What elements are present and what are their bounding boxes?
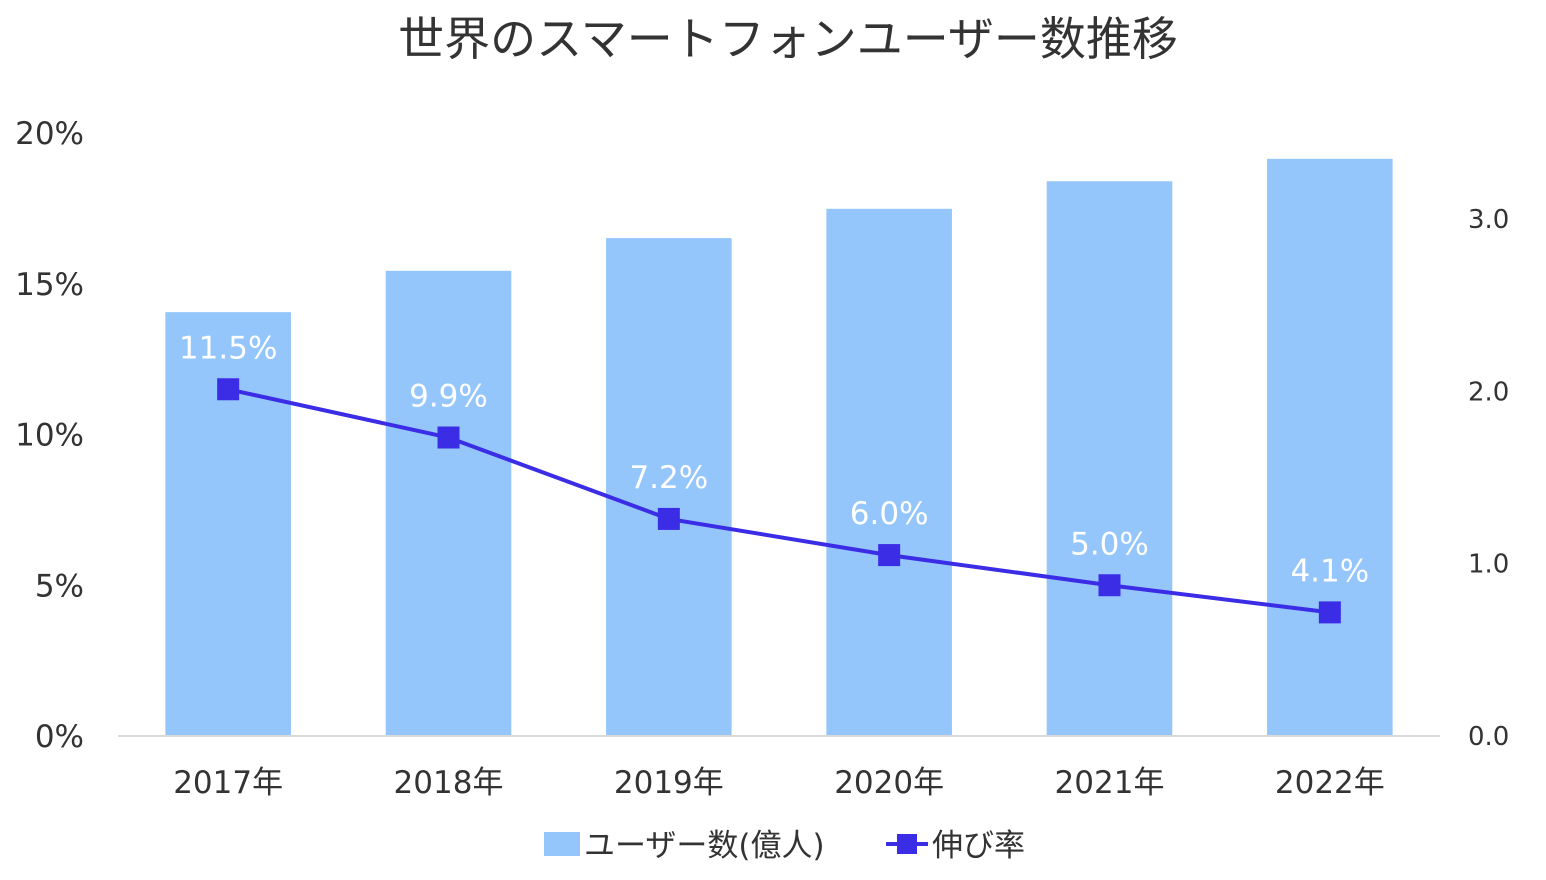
data-label: 4.1%	[1290, 553, 1369, 589]
x-tick-label: 2021年	[1055, 765, 1165, 801]
x-tick-label: 2020年	[834, 765, 944, 801]
left-axis-ticks: 0% 5% 10% 15% 20%	[15, 116, 84, 755]
legend-label-line: 伸び率	[932, 828, 1025, 864]
right-tick-label: 0.0	[1468, 722, 1509, 752]
x-tick-label: 2018年	[394, 765, 504, 801]
right-tick-label: 3.0	[1468, 205, 1509, 235]
line-marker	[217, 378, 240, 401]
growth-line	[227, 387, 1331, 615]
line-marker	[1098, 574, 1121, 597]
line-marker	[657, 507, 680, 530]
data-label: 7.2%	[629, 460, 708, 496]
data-label: 11.5%	[179, 330, 277, 366]
left-tick-label: 20%	[15, 116, 84, 152]
x-tick-label: 2019年	[614, 765, 724, 801]
bar	[165, 312, 291, 736]
line-marker	[878, 544, 901, 567]
line-series: 11.5% 9.9% 7.2% 6.0% 5.0% 4.1%	[179, 330, 1369, 624]
legend-swatch-marker	[897, 834, 917, 854]
bar-series	[165, 158, 1393, 737]
x-axis-ticks: 2017年 2018年 2019年 2020年 2021年 2022年	[173, 765, 1385, 801]
data-label: 6.0%	[850, 496, 929, 532]
bar	[1267, 158, 1393, 737]
left-tick-label: 10%	[15, 418, 84, 454]
line-marker	[1318, 601, 1341, 624]
bar	[1046, 181, 1173, 737]
left-tick-label: 5%	[35, 568, 84, 604]
data-label: 5.0%	[1070, 526, 1149, 562]
bar	[826, 208, 952, 736]
right-axis-ticks: 0.0 1.0 2.0 3.0	[1468, 205, 1509, 752]
line-marker	[437, 426, 460, 449]
data-label: 9.9%	[409, 379, 488, 415]
x-tick-label: 2022年	[1275, 765, 1385, 801]
bar	[385, 270, 512, 736]
legend: ユーザー数(億人) 伸び率	[544, 828, 1025, 864]
x-tick-label: 2017年	[173, 765, 283, 801]
legend-swatch-bar	[544, 832, 580, 856]
right-tick-label: 2.0	[1468, 377, 1509, 407]
left-tick-label: 0%	[35, 719, 84, 755]
chart-title: 世界のスマートフォンユーザー数推移	[398, 12, 1178, 66]
bar	[606, 238, 732, 736]
right-tick-label: 1.0	[1468, 550, 1509, 580]
left-tick-label: 15%	[15, 267, 84, 303]
legend-label-bar: ユーザー数(億人)	[584, 828, 825, 864]
